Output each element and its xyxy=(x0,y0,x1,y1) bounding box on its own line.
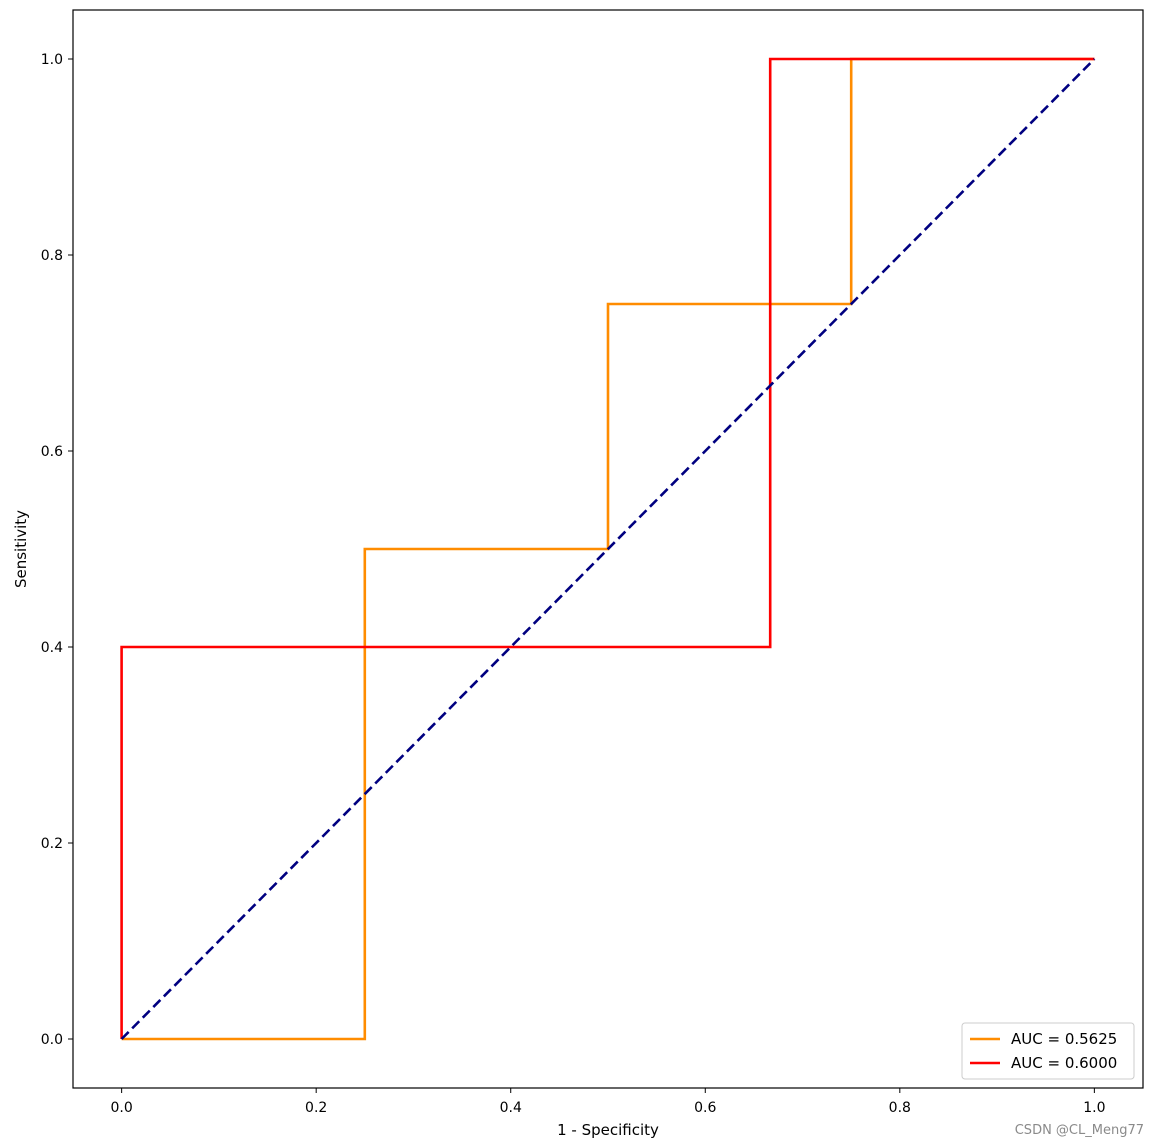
legend-label: AUC = 0.5625 xyxy=(1011,1030,1117,1048)
legend-label: AUC = 0.6000 xyxy=(1011,1054,1117,1072)
x-tick-label: 0.4 xyxy=(500,1100,522,1116)
y-axis: 0.0 0.2 0.4 0.6 0.8 1.0 xyxy=(41,52,73,1048)
y-tick-label: 0.4 xyxy=(41,640,63,656)
y-tick-label: 0.6 xyxy=(41,444,63,460)
series-layer xyxy=(120,57,1096,1041)
plot-frame xyxy=(72,9,1144,1089)
x-axis: 0.0 0.2 0.4 0.6 0.8 1.0 xyxy=(111,1088,1105,1116)
y-axis-label: Sensitivity xyxy=(12,510,30,588)
x-tick-label: 0.6 xyxy=(694,1100,716,1116)
y-tick-label: 0.8 xyxy=(41,248,63,264)
x-tick-label: 0.0 xyxy=(111,1100,133,1116)
legend-box xyxy=(961,1022,1135,1080)
y-tick-label: 1.0 xyxy=(41,52,63,68)
x-tick-label: 0.2 xyxy=(305,1100,327,1116)
x-tick-label: 0.8 xyxy=(889,1100,911,1116)
series-line-3 xyxy=(120,58,1096,1040)
y-tick-label: 0.2 xyxy=(41,836,63,852)
x-tick-label: 1.0 xyxy=(1083,1100,1105,1116)
x-axis-label: 1 - Specificity xyxy=(557,1121,659,1139)
watermark: CSDN @CL_Meng77 xyxy=(1014,1123,1144,1138)
y-tick-label: 0.0 xyxy=(41,1032,63,1048)
series-line-2 xyxy=(120,57,1095,1039)
series-line-1 xyxy=(121,57,1095,1041)
legend: AUC = 0.5625 AUC = 0.6000 xyxy=(961,1022,1135,1080)
